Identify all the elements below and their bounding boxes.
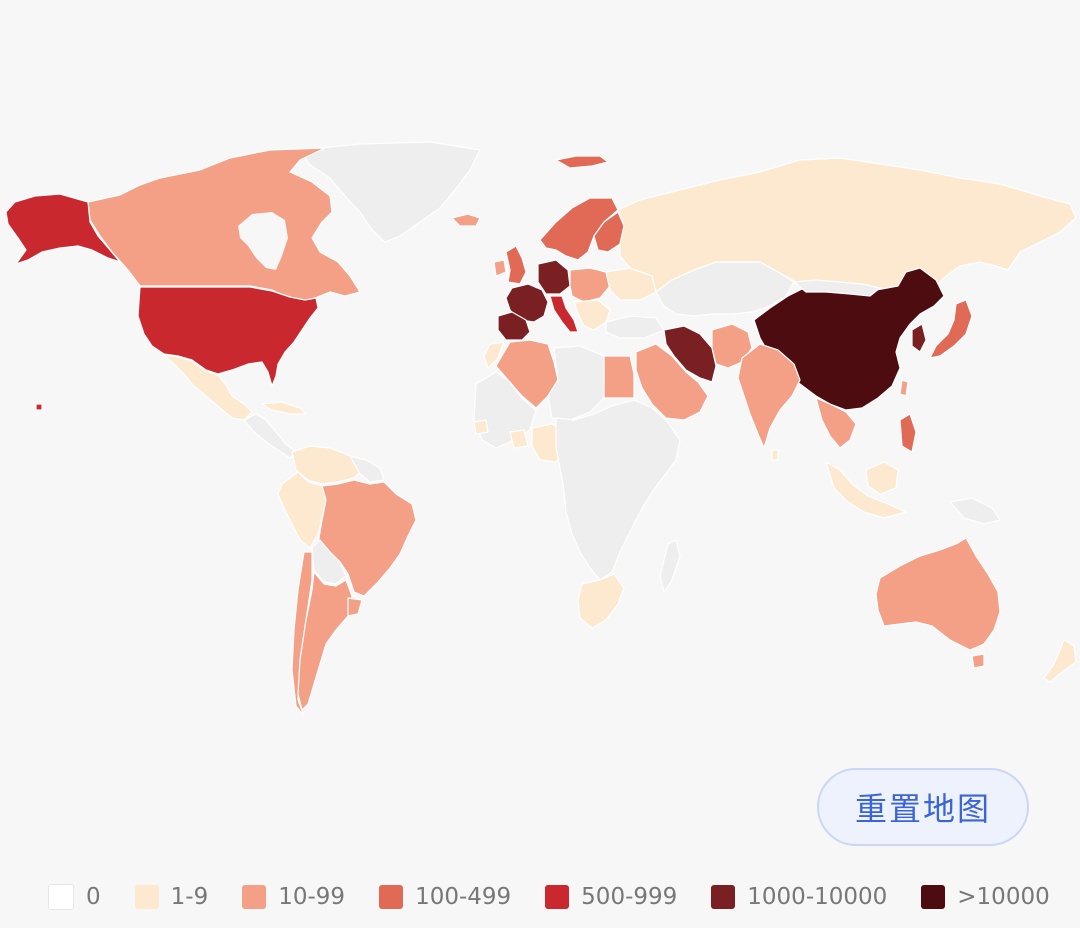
country-france[interactable] xyxy=(505,283,549,323)
country-sahara[interactable] xyxy=(547,345,605,421)
legend-label: >10000 xyxy=(957,884,1050,910)
country-mexico[interactable] xyxy=(163,354,253,421)
country-central-asia[interactable] xyxy=(655,261,795,317)
country-japan[interactable] xyxy=(929,299,973,359)
legend-label: 100-499 xyxy=(415,884,512,910)
country-usa[interactable] xyxy=(137,286,319,387)
country-italy[interactable] xyxy=(549,295,579,333)
legend-swatch xyxy=(379,885,404,909)
country-sri-lanka[interactable] xyxy=(771,449,779,461)
country-new-zealand[interactable] xyxy=(1043,639,1077,683)
country-alaska[interactable] xyxy=(5,193,121,265)
legend-item-10-99[interactable]: 10-99 xyxy=(242,884,345,910)
country-uk[interactable] xyxy=(505,245,527,285)
country-central-america[interactable] xyxy=(243,413,297,459)
country-central-europe[interactable] xyxy=(569,267,611,303)
country-senegal[interactable] xyxy=(473,419,489,435)
country-canada[interactable] xyxy=(87,147,361,303)
country-iceland[interactable] xyxy=(451,213,481,227)
country-caribbean[interactable] xyxy=(261,401,307,415)
legend-swatch xyxy=(545,885,570,909)
country-turkey[interactable] xyxy=(605,315,665,339)
country-spain[interactable] xyxy=(497,311,531,341)
legend-swatch xyxy=(48,884,74,910)
legend-item-100-499[interactable]: 100-499 xyxy=(379,884,511,910)
country-guianas[interactable] xyxy=(349,455,385,483)
legend-item-500-999[interactable]: 500-999 xyxy=(545,884,677,910)
country-south-africa[interactable] xyxy=(577,573,625,629)
country-hawaii[interactable] xyxy=(35,403,43,411)
country-balkans[interactable] xyxy=(573,299,611,331)
country-germany[interactable] xyxy=(537,259,571,295)
country-papua[interactable] xyxy=(949,497,1001,525)
legend-label: 1000-10000 xyxy=(747,884,888,910)
country-borneo[interactable] xyxy=(865,461,899,495)
hudson-bay xyxy=(238,212,288,270)
country-ireland[interactable] xyxy=(493,259,507,277)
legend-label: 0 xyxy=(86,884,101,910)
legend-label: 10-99 xyxy=(278,884,346,910)
country-greenland[interactable] xyxy=(299,141,481,243)
legend-swatch xyxy=(242,885,267,909)
reset-map-button[interactable]: 重置地图 xyxy=(817,768,1029,846)
country-tasmania[interactable] xyxy=(971,653,985,669)
country-peru[interactable] xyxy=(277,471,327,549)
country-korea[interactable] xyxy=(911,323,927,353)
legend-swatch xyxy=(921,885,946,909)
country-indonesia[interactable] xyxy=(825,461,907,519)
country-ivory-coast[interactable] xyxy=(509,429,529,449)
country-svalbard[interactable] xyxy=(555,155,609,169)
country-mongolia[interactable] xyxy=(793,279,881,297)
country-saudi-arabia[interactable] xyxy=(635,343,709,421)
country-bolivia[interactable] xyxy=(311,539,347,585)
legend-item-1000-10000[interactable]: 1000-10000 xyxy=(711,884,887,910)
country-russia[interactable] xyxy=(617,157,1077,293)
legend-label: 1-9 xyxy=(170,884,209,910)
legend: 0 1-9 10-99 100-499 500-999 1000-10000 >… xyxy=(48,880,1050,914)
legend-swatch xyxy=(134,885,159,909)
legend-item-0[interactable]: 0 xyxy=(48,884,101,910)
country-morocco[interactable] xyxy=(483,341,505,369)
country-madagascar[interactable] xyxy=(659,539,681,593)
country-egypt[interactable] xyxy=(603,355,635,399)
country-australia[interactable] xyxy=(875,537,1001,651)
country-central-africa[interactable] xyxy=(555,399,681,581)
legend-label: 500-999 xyxy=(581,884,678,910)
country-northern-south-america[interactable] xyxy=(291,445,365,485)
country-taiwan[interactable] xyxy=(899,379,909,397)
country-india[interactable] xyxy=(737,343,801,449)
country-uruguay[interactable] xyxy=(347,597,363,617)
country-indochina[interactable] xyxy=(815,397,857,449)
country-iran[interactable] xyxy=(663,325,717,383)
country-philippines[interactable] xyxy=(899,413,917,453)
legend-item-1-9[interactable]: 1-9 xyxy=(134,884,209,910)
country-argentina[interactable] xyxy=(297,571,353,711)
legend-item-over-10000[interactable]: >10000 xyxy=(921,884,1050,910)
legend-swatch xyxy=(711,885,736,909)
